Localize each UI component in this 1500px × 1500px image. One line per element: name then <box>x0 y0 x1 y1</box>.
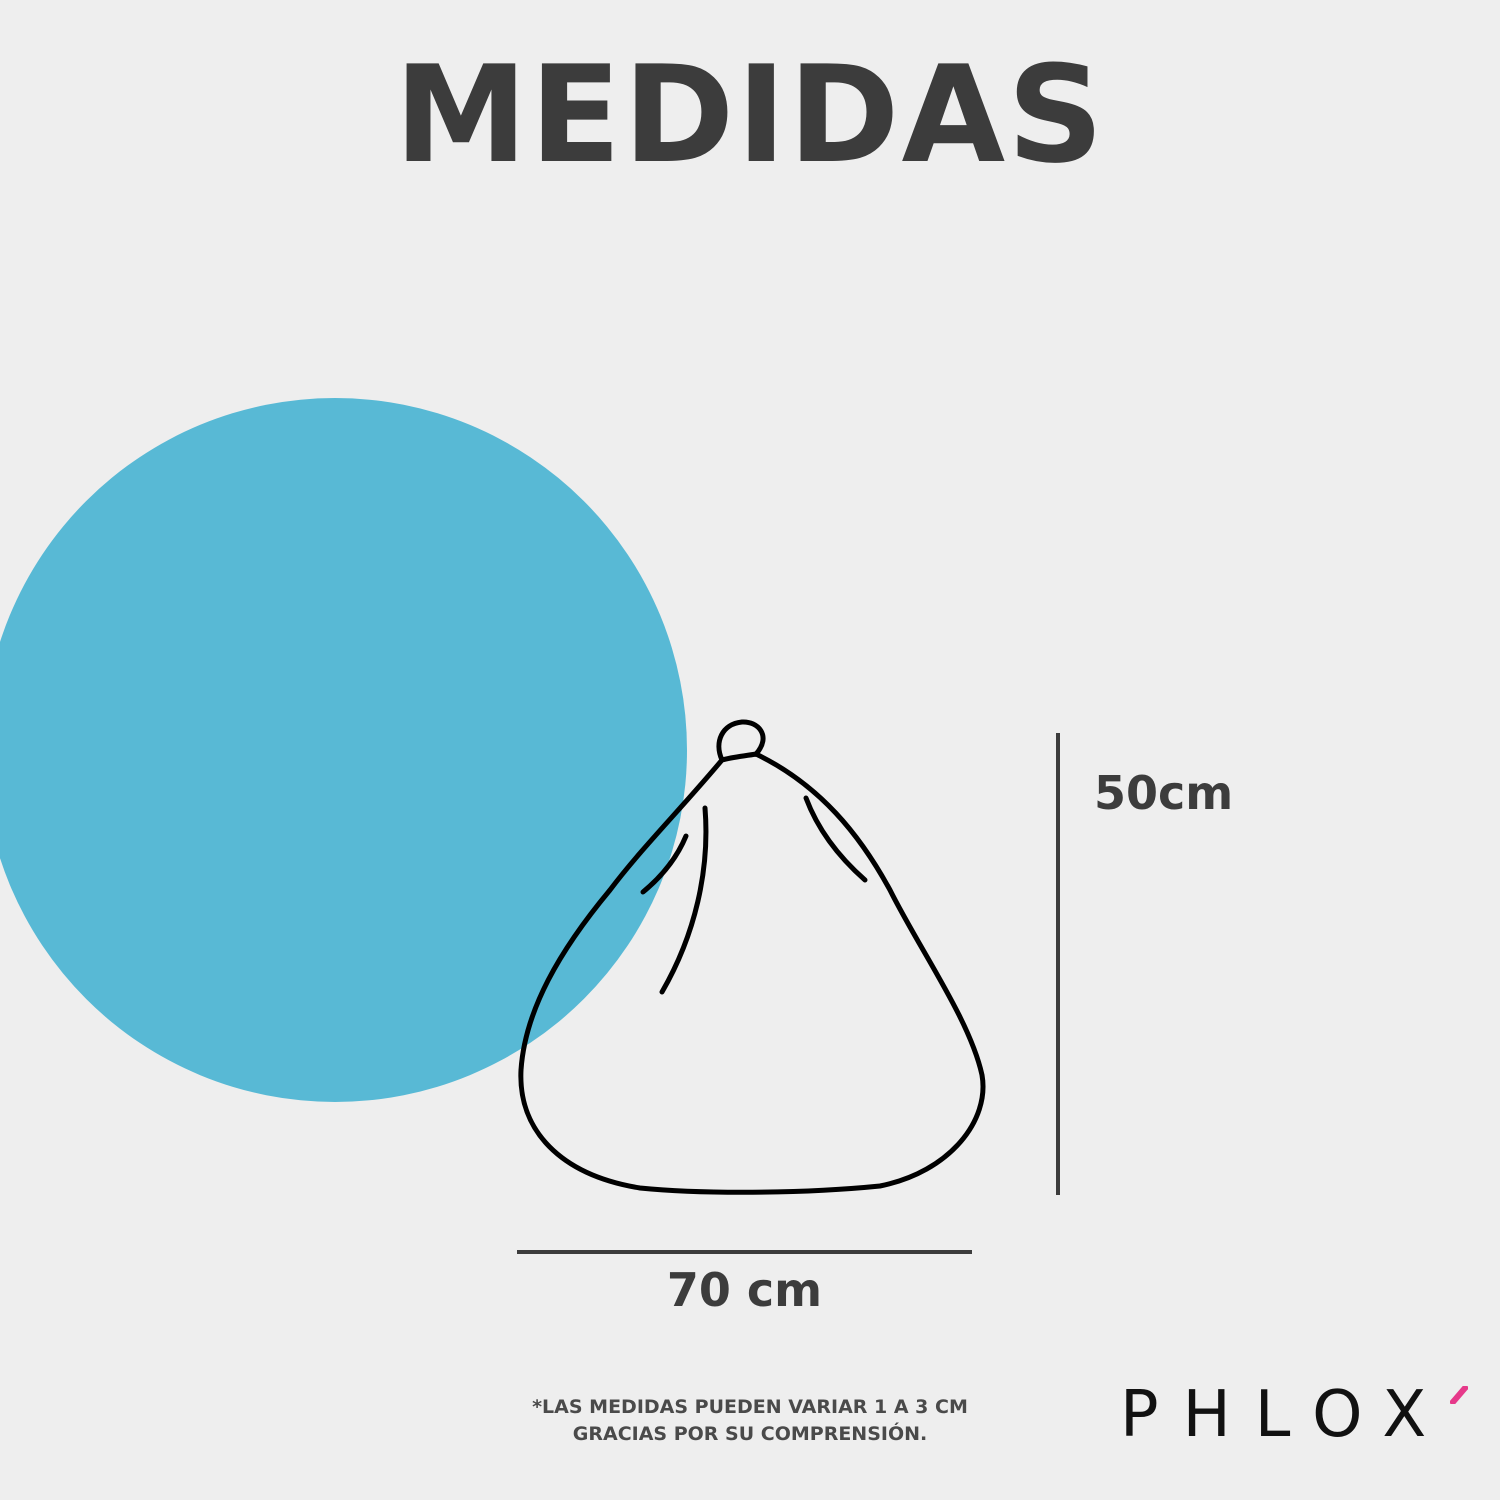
disclaimer-line-2: GRACIAS POR SU COMPRENSIÓN. <box>572 1423 928 1445</box>
disclaimer-note: *LAS MEDIDAS PUEDEN VARIAR 1 A 3 CM GRAC… <box>470 1394 1030 1448</box>
height-label: 50cm <box>1094 766 1234 820</box>
decorative-blue-circle <box>0 398 687 1102</box>
width-label: 70 cm <box>666 1263 823 1317</box>
brand-logo-text: PHLOX <box>1120 1378 1451 1452</box>
width-dimension-line <box>517 1250 972 1254</box>
page-title: MEDIDAS <box>394 37 1106 193</box>
height-dimension-line <box>1056 733 1060 1195</box>
bean-bag-outline-icon <box>518 719 986 1195</box>
brand-logo: PHLOX <box>1120 1380 1480 1450</box>
logo-accent-mark-icon <box>1450 1386 1468 1404</box>
disclaimer-line-1: *LAS MEDIDAS PUEDEN VARIAR 1 A 3 CM <box>532 1396 968 1418</box>
